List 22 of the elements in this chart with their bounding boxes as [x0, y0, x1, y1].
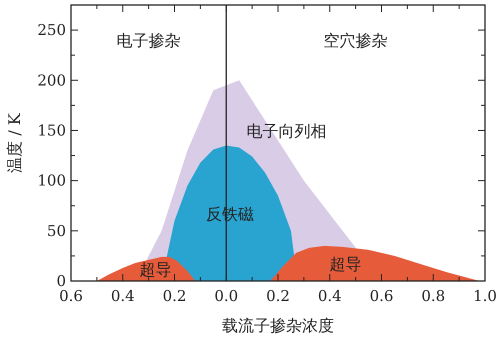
x-tick-label: 0.8 — [421, 287, 446, 305]
annotation: 电子掺杂 — [116, 31, 181, 50]
x-tick-label: 0.4 — [318, 287, 342, 305]
y-tick-label: 150 — [37, 121, 66, 140]
x-tick-label: 0.0 — [214, 287, 238, 305]
y-tick-label: 50 — [46, 222, 66, 240]
y-tick-label: 100 — [37, 172, 66, 190]
x-tick-label: 0.2 — [266, 287, 290, 305]
series-label: 电子向列相 — [246, 121, 327, 140]
x-tick-label: 0.4 — [110, 287, 135, 305]
y-tick-label: 200 — [37, 71, 66, 90]
y-tick-label: 250 — [37, 21, 66, 40]
x-tick-label: 0.6 — [59, 287, 83, 305]
y-axis-title: 温度 / K — [5, 112, 24, 173]
series-label: 超导 — [330, 254, 362, 274]
x-axis-title: 载流子掺杂浓度 — [222, 316, 334, 335]
y-tick-label: 0 — [56, 272, 66, 290]
x-tick-label: 1.0 — [473, 287, 497, 305]
series-label: 超导 — [139, 260, 172, 279]
annotation: 空穴掺杂 — [324, 31, 388, 50]
x-tick-label: 0.2 — [162, 287, 186, 305]
x-tick-label: 0.6 — [370, 287, 394, 305]
